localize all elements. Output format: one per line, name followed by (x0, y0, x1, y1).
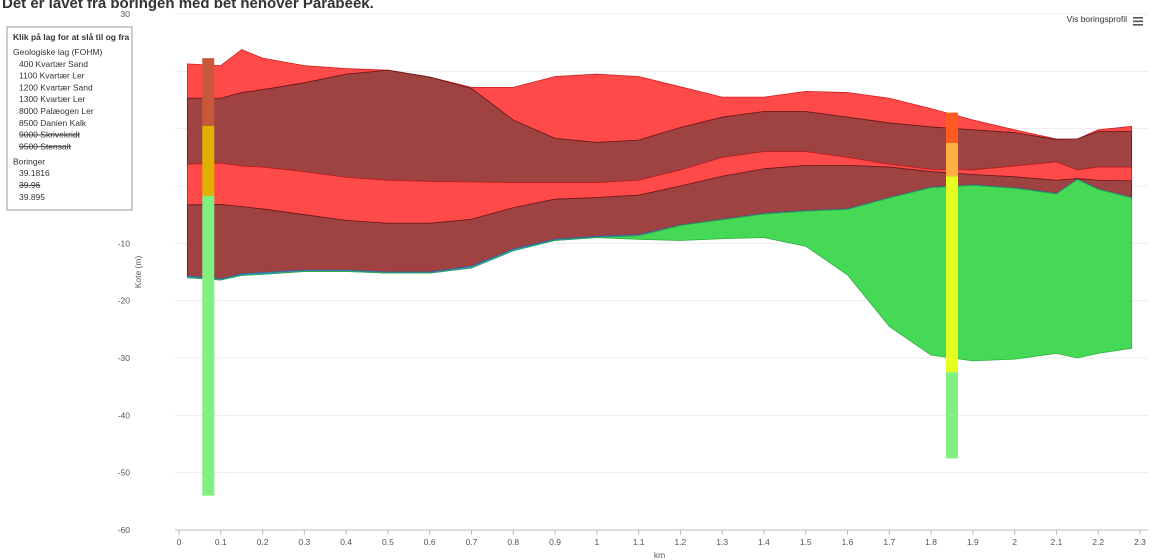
x-tick-label: 0.7 (466, 537, 478, 547)
y-tick-label: -10 (118, 238, 131, 248)
borehole-interval (202, 126, 214, 196)
legend-item[interactable]: 8000 Palæogen Ler (19, 106, 94, 116)
x-tick-label: 2.1 (1051, 537, 1063, 547)
legend-item[interactable]: 39.895 (19, 192, 45, 202)
x-tick-label: 0 (177, 537, 182, 547)
legend-item[interactable]: 9000 Skrivekridt (19, 130, 81, 140)
y-tick-label: -40 (118, 410, 131, 420)
borehole-interval (946, 372, 958, 458)
x-tick-label: 2.3 (1134, 537, 1146, 547)
borehole-interval (202, 196, 214, 496)
x-tick-label: 1.5 (800, 537, 812, 547)
x-tick-label: 1.3 (716, 537, 728, 547)
chart: Det er lavet fra boringen med bet henove… (0, 0, 1157, 560)
x-tick-label: 0.8 (507, 537, 519, 547)
x-tick-label: 1.7 (883, 537, 895, 547)
note: Det er lavet fra boringen med bet henove… (2, 0, 374, 12)
y-tick-label: -50 (118, 468, 131, 478)
x-tick-label: 0.6 (424, 537, 436, 547)
legend-item[interactable]: 1200 Kvartær Sand (19, 82, 93, 92)
y-tick-label: -30 (118, 353, 131, 363)
x-tick-label: 0.4 (340, 537, 352, 547)
legend-item[interactable]: 400 Kvartær Sand (19, 59, 88, 69)
x-tick-label: 2.2 (1092, 537, 1104, 547)
plot-area: -60-50-40-30-20-10010203000.10.20.30.40.… (118, 9, 1148, 560)
legend-item[interactable]: 1300 Kvartær Ler (19, 94, 85, 104)
legend-title: Klik på lag for at slå til og fra (13, 32, 129, 42)
legend-heading: Boringer (13, 156, 45, 166)
x-tick-label: 0.1 (215, 537, 227, 547)
x-tick-label: 2 (1012, 537, 1017, 547)
borehole-interval (946, 176, 958, 372)
legend-item[interactable]: 39.1816 (19, 168, 50, 178)
x-tick-label: 0.9 (549, 537, 561, 547)
borehole-interval (946, 143, 958, 176)
x-axis-label: km (654, 550, 665, 560)
y-axis-label: Kote (m) (133, 256, 143, 289)
x-tick-label: 0.2 (257, 537, 269, 547)
page: {"note": "Det er lavet fra boringen med … (0, 0, 1157, 560)
x-tick-label: 1.2 (674, 537, 686, 547)
y-tick-label: 30 (121, 9, 131, 19)
menu-icon[interactable] (1133, 17, 1143, 26)
x-tick-label: 1.8 (925, 537, 937, 547)
legend-heading: Geologiske lag (FOHM) (13, 47, 102, 57)
y-tick-label: -20 (118, 296, 131, 306)
legend-item[interactable]: 39.96 (19, 180, 41, 190)
x-tick-label: 1.4 (758, 537, 770, 547)
x-tick-label: 0.3 (298, 537, 310, 547)
borehole-interval (202, 58, 214, 126)
x-tick-label: 1.1 (633, 537, 645, 547)
legend-item[interactable]: 8500 Danien Kalk (19, 118, 87, 128)
legend-item[interactable]: 9500 Stensalt (19, 141, 72, 151)
y-tick-label: -60 (118, 525, 131, 535)
legend-item[interactable]: 1100 Kvartær Ler (19, 71, 85, 81)
x-tick-label: 1.9 (967, 537, 979, 547)
x-tick-label: 1 (594, 537, 599, 547)
x-tick-label: 1.6 (842, 537, 854, 547)
x-tick-label: 0.5 (382, 537, 394, 547)
menu-label[interactable]: Vis boringsprofil (1067, 14, 1127, 24)
borehole-interval (946, 113, 958, 143)
